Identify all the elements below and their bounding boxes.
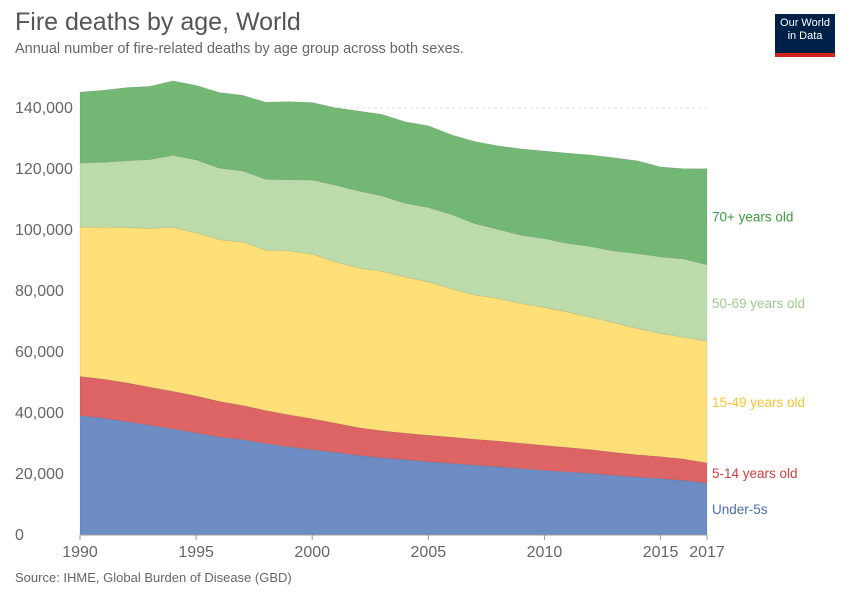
x-tick-label: 2000 [294, 544, 330, 561]
y-tick-label: 60,000 [15, 344, 64, 361]
series-area-70-years-old[interactable] [79, 80, 708, 266]
source-note: Source: IHME, Global Burden of Disease (… [15, 570, 292, 585]
series-area-5-14-years-old[interactable] [79, 376, 708, 484]
y-tick-label: 120,000 [15, 161, 73, 178]
x-tick-label: 1995 [178, 544, 214, 561]
logo-line-2: in Data [787, 30, 823, 42]
x-tick-label: 2010 [527, 544, 563, 561]
series-area-15-49-years-old[interactable] [79, 226, 708, 464]
y-tick-label: 20,000 [15, 466, 64, 483]
series-areas [79, 80, 708, 536]
series-label: 50-69 years old [712, 296, 805, 311]
series-label: Under-5s [712, 502, 768, 517]
y-tick-label: 80,000 [15, 283, 64, 300]
chart-title: Fire deaths by age, World [15, 8, 301, 36]
series-label: 15-49 years old [712, 395, 805, 410]
x-tick-label: 2005 [411, 544, 447, 561]
series-label: 70+ years old [712, 210, 793, 225]
y-tick-label: 40,000 [15, 405, 64, 422]
owid-logo[interactable]: Our World in Data [775, 14, 835, 57]
x-tick-label: 2017 [689, 544, 725, 561]
logo-line-1: Our World [780, 17, 830, 29]
series-label: 5-14 years old [712, 466, 798, 481]
axis-labels: 0 20,000 40,000 60,000 80,000 100,000 120,000 1… [15, 100, 725, 561]
chart-subtitle: Annual number of fire-related deaths by … [15, 41, 464, 57]
y-tick-label: 0 [15, 527, 24, 544]
y-tick-label: 140,000 [15, 100, 73, 117]
y-tick-label: 100,000 [15, 222, 73, 239]
series-area-50-69-years-old[interactable] [79, 154, 708, 342]
x-tick-label: 1990 [62, 544, 98, 561]
x-tick-label: 2015 [643, 544, 679, 561]
series-labels: Under-5s 5-14 years old 15-49 years old 50-… [712, 210, 805, 517]
